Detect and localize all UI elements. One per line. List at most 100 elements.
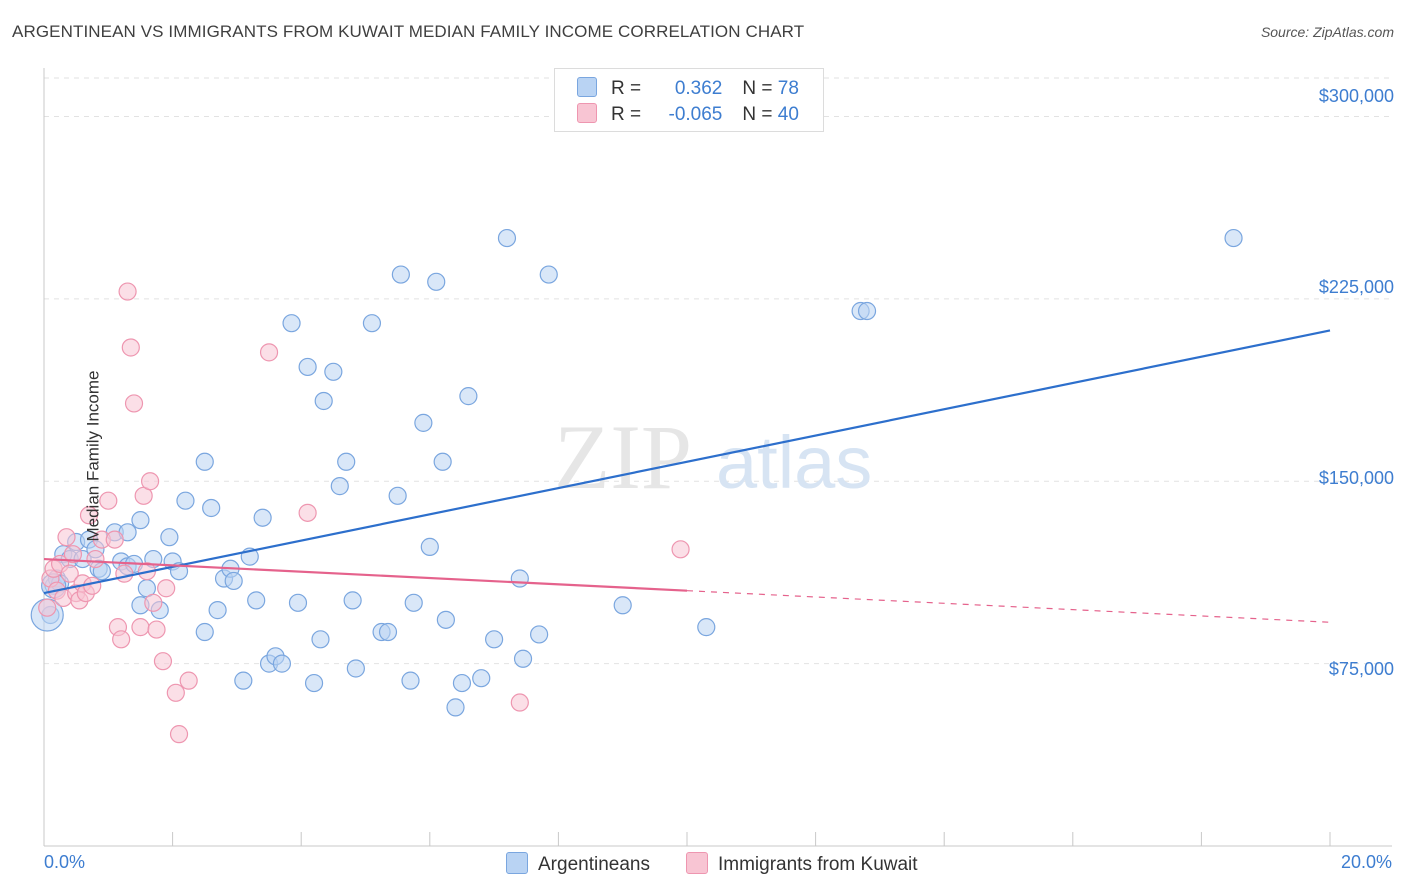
data-point — [57, 528, 76, 547]
y-tick-label: $300,000 — [1318, 86, 1394, 106]
legend-series-label: Argentineans — [538, 854, 650, 875]
data-point — [115, 564, 134, 583]
legend-n-label: N = — [742, 78, 778, 99]
data-point — [304, 673, 324, 693]
data-point — [311, 630, 330, 649]
data-point — [671, 540, 690, 559]
legend-row-kuwait: R = -0.065 N = 40 — [577, 103, 799, 127]
legend-swatch-blue — [506, 852, 528, 874]
correlation-legend: R = 0.362 N = 78 R = -0.065 N = 40 — [554, 68, 824, 132]
data-point — [63, 545, 83, 564]
data-point — [420, 537, 439, 556]
data-point — [288, 593, 308, 612]
data-point — [282, 314, 301, 333]
watermark-zip: ZIP — [554, 406, 692, 508]
data-point — [147, 620, 166, 639]
data-point — [272, 654, 292, 673]
data-point — [414, 413, 433, 432]
data-point — [195, 622, 214, 642]
data-point — [436, 610, 455, 629]
legend-r-value: -0.065 — [668, 104, 723, 125]
data-point — [131, 618, 150, 637]
data-point — [530, 625, 549, 644]
legend-r-value: 0.362 — [674, 78, 723, 99]
chart-source: Source: ZipAtlas.com — [1260, 24, 1394, 40]
trend-line-argentineans — [43, 329, 1331, 595]
data-point — [169, 725, 189, 744]
data-point — [79, 506, 99, 525]
data-point — [140, 472, 160, 491]
legend-r-label: R = — [611, 104, 647, 125]
data-point — [404, 593, 423, 612]
data-point — [510, 569, 529, 588]
y-axis-label: Median Family Income — [83, 370, 103, 542]
data-point — [446, 698, 465, 717]
data-point — [144, 593, 163, 612]
data-point — [86, 549, 105, 569]
data-point — [38, 598, 57, 617]
data-point — [472, 669, 491, 688]
legend-n-label: N = — [742, 104, 778, 125]
data-point — [179, 671, 198, 690]
legend-swatch-pink — [686, 852, 708, 874]
data-point — [99, 491, 118, 510]
data-point — [857, 301, 877, 321]
data-point — [298, 357, 317, 377]
legend-swatch-pink — [577, 103, 597, 123]
data-point — [131, 511, 150, 530]
data-point — [176, 491, 195, 510]
data-point — [459, 387, 478, 406]
data-point — [324, 362, 343, 381]
data-point — [513, 649, 533, 668]
chart-title: ARGENTINEAN VS IMMIGRANTS FROM KUWAIT ME… — [12, 22, 805, 41]
data-point — [195, 452, 214, 471]
data-point — [247, 591, 266, 610]
watermark: ZIP atlas — [554, 406, 872, 508]
trend-lines — [43, 329, 1331, 623]
legend-series-label: Immigrants from Kuwait — [718, 854, 918, 875]
data-point — [160, 528, 179, 547]
gridlines — [44, 77, 1392, 665]
data-point — [391, 265, 410, 284]
y-tick-label: $225,000 — [1318, 277, 1394, 297]
data-point — [224, 571, 243, 591]
data-point — [112, 630, 131, 649]
data-point — [337, 452, 356, 471]
data-point — [157, 579, 176, 598]
legend-swatch-blue — [577, 77, 597, 97]
x-tick-label: 20.0% — [1340, 852, 1392, 872]
data-point — [253, 508, 272, 527]
legend-row-argentineans: R = 0.362 N = 78 — [577, 77, 799, 101]
data-point — [298, 503, 317, 522]
data-point — [259, 343, 279, 362]
data-point — [452, 673, 472, 693]
data-point — [83, 576, 102, 595]
data-point — [118, 282, 137, 301]
data-point — [378, 622, 398, 642]
data-point — [208, 601, 227, 620]
data-point — [202, 498, 221, 518]
data-point — [497, 228, 517, 248]
series-legend-kuwait: Immigrants from Kuwait — [686, 852, 918, 876]
data-point — [427, 272, 446, 291]
data-point — [121, 338, 140, 357]
data-point — [124, 394, 144, 413]
legend-n-value: 40 — [777, 104, 799, 125]
data-point — [153, 652, 173, 671]
axes — [43, 68, 1392, 847]
data-point — [433, 452, 452, 471]
y-tick-label: $150,000 — [1318, 468, 1394, 488]
trend-line-kuwait — [43, 557, 688, 592]
data-point — [234, 671, 253, 690]
data-point — [314, 391, 333, 411]
data-point — [1224, 228, 1243, 248]
watermark-atlas: atlas — [716, 421, 872, 504]
y-tick-label: $75,000 — [1328, 659, 1394, 679]
legend-r-label: R = — [611, 78, 647, 99]
series-legend-argentineans: Argentineans — [506, 852, 650, 876]
legend-n-value: 78 — [777, 78, 799, 99]
data-point — [343, 591, 362, 610]
data-point — [510, 693, 529, 712]
trend-line-kuwait-extension — [686, 590, 1331, 623]
data-point — [346, 659, 365, 678]
